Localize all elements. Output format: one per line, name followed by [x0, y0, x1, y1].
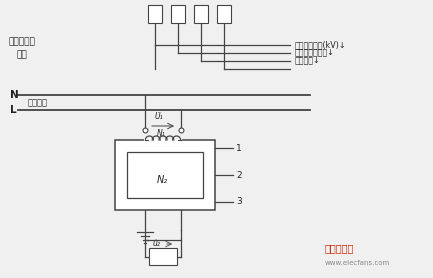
Text: L: L: [10, 105, 16, 115]
Text: N₁: N₁: [157, 129, 165, 138]
Bar: [115, 140, 215, 210]
Text: 1: 1: [236, 143, 242, 153]
Text: 电子发烧友: 电子发烧友: [325, 243, 354, 253]
Text: u̇₂: u̇₂: [153, 240, 161, 249]
Bar: [127, 152, 203, 198]
Bar: [194, 5, 208, 23]
Text: 3: 3: [236, 197, 242, 207]
Text: N₂: N₂: [156, 175, 168, 185]
Text: 相数: 相数: [16, 51, 27, 59]
Text: 2: 2: [236, 170, 242, 180]
Bar: [217, 5, 231, 23]
Text: N: N: [10, 90, 19, 100]
Text: 铁芯及绕组结构↓: 铁芯及绕组结构↓: [295, 48, 335, 58]
Text: www.elecfans.com: www.elecfans.com: [325, 260, 390, 266]
Text: U̇₁: U̇₁: [155, 112, 163, 121]
Text: 一次线路: 一次线路: [28, 98, 48, 108]
Text: 电压互感器: 电压互感器: [8, 38, 35, 46]
Bar: [149, 248, 177, 265]
Text: 绝缘结构↓: 绝缘结构↓: [295, 56, 321, 66]
Text: 一次额定电压(kV)↓: 一次额定电压(kV)↓: [295, 41, 347, 49]
Bar: [148, 5, 162, 23]
Bar: [171, 5, 185, 23]
